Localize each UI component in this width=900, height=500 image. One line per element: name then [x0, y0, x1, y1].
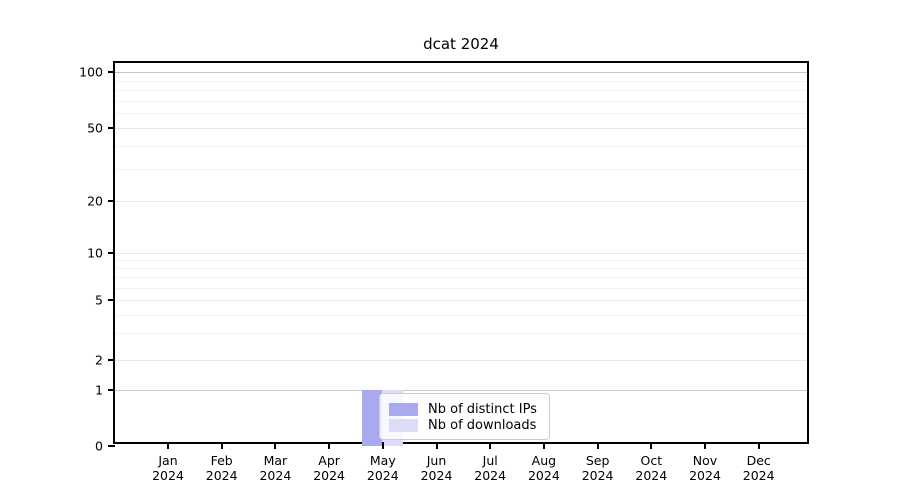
x-axis-tick-label: Apr 2024: [313, 453, 345, 483]
gridline-minor: [115, 168, 807, 170]
legend-label-downloads: Nb of downloads: [428, 417, 537, 433]
y-axis-tick-mark: [108, 359, 115, 361]
x-axis-tick-mark: [435, 442, 438, 449]
bar-distinct-ips: [361, 390, 382, 446]
y-axis-tick-label: 0: [95, 438, 103, 454]
legend-item-downloads: Nb of downloads: [389, 417, 541, 433]
gridline-minor: [115, 277, 807, 279]
x-axis-tick-mark: [704, 442, 706, 449]
x-axis-tick-mark: [328, 442, 331, 449]
y-axis-tick-label: 5: [95, 292, 103, 308]
gridline-minor: [115, 314, 807, 316]
x-axis-tick-label: Nov 2024: [689, 453, 721, 483]
gridline-major: [115, 300, 807, 301]
gridline-major: [115, 72, 807, 73]
y-axis-tick-mark: [108, 71, 115, 73]
y-axis-tick-mark: [108, 389, 115, 391]
x-axis-tick-label: Sep 2024: [581, 453, 614, 483]
x-axis-tick-label: Oct 2024: [635, 453, 668, 483]
gridline-minor: [115, 333, 807, 335]
x-axis-tick-label: Aug 2024: [527, 453, 560, 483]
legend-label-distinct-ips: Nb of distinct IPs: [428, 401, 537, 417]
x-axis-tick-label: May 2024: [366, 453, 399, 483]
legend-item-distinct-ips: Nb of distinct IPs: [389, 401, 541, 417]
gridline-minor: [115, 100, 807, 102]
y-axis-tick-mark: [108, 252, 115, 254]
y-axis-tick-label: 2: [95, 352, 103, 368]
x-axis-tick-mark: [542, 442, 545, 449]
x-axis-tick-mark: [596, 442, 599, 449]
chart-title: dcat 2024: [423, 35, 499, 53]
gridline-minor: [115, 113, 807, 115]
x-axis-tick-mark: [489, 442, 492, 449]
x-axis-tick-mark: [274, 442, 277, 449]
y-axis-tick-label: 10: [87, 245, 103, 261]
y-axis-tick-mark: [108, 200, 115, 202]
x-axis-tick-mark: [650, 442, 653, 449]
y-axis-tick-mark: [108, 299, 115, 301]
legend: Nb of distinct IPs Nb of downloads: [379, 393, 550, 440]
gridline-major: [115, 253, 807, 254]
plot-area: Nb of distinct IPs Nb of downloads 0 1 2 5 1…: [79, 61, 809, 483]
gridline-minor: [115, 260, 807, 262]
y-axis-tick-label: 1: [95, 382, 103, 398]
x-axis-tick-label: Mar 2024: [259, 453, 292, 483]
y-axis-tick-mark: [108, 127, 115, 129]
x-axis-tick-label: Jan 2024: [152, 453, 184, 483]
x-axis-tick-label: Feb 2024: [205, 453, 238, 483]
y-axis-tick-mark: [108, 445, 115, 447]
gridline-minor: [115, 90, 807, 91]
gridline-minor: [115, 287, 807, 289]
x-axis-tick-mark: [167, 442, 169, 449]
x-axis-tick-mark: [220, 442, 223, 449]
x-axis-tick-label: Dec 2024: [742, 453, 775, 483]
y-axis-tick-label: 20: [87, 193, 103, 209]
gridline-major: [115, 360, 807, 361]
x-axis-tick-mark: [757, 442, 760, 449]
legend-swatch-distinct-ips: [389, 402, 418, 416]
x-axis-tick-label: Jun 2024: [420, 453, 453, 483]
x-axis-tick-label: Jul 2024: [474, 453, 507, 483]
legend-swatch-downloads: [389, 418, 418, 432]
gridline-major: [115, 128, 807, 129]
gridline-minor: [115, 80, 807, 82]
gridline-major: [115, 390, 807, 391]
x-axis-tick-mark: [381, 442, 384, 449]
y-axis-tick-label: 100: [79, 64, 103, 80]
gridline-minor: [115, 268, 807, 270]
gridline-major: [115, 201, 807, 202]
gridline-minor: [115, 145, 807, 147]
y-axis-tick-label: 50: [87, 120, 103, 136]
